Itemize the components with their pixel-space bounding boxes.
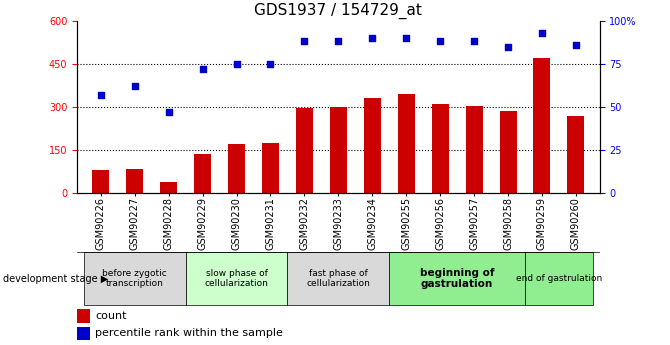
Title: GDS1937 / 154729_at: GDS1937 / 154729_at [255, 3, 422, 19]
Point [401, 35, 411, 41]
Bar [262, 143, 279, 193]
Bar [431, 104, 449, 193]
Point [299, 39, 310, 44]
Bar [228, 144, 245, 193]
Text: before zygotic
transcription: before zygotic transcription [103, 269, 167, 288]
Point [129, 83, 140, 89]
Point [537, 30, 547, 36]
Text: fast phase of
cellularization: fast phase of cellularization [306, 269, 371, 288]
Text: count: count [95, 311, 127, 321]
Bar [287, 252, 389, 305]
Text: development stage ▶: development stage ▶ [3, 274, 109, 284]
Bar [567, 116, 584, 193]
Point [163, 109, 174, 115]
Bar [160, 182, 177, 193]
Bar [92, 170, 109, 193]
Point [469, 39, 480, 44]
Text: slow phase of
cellularization: slow phase of cellularization [204, 269, 269, 288]
Bar [466, 106, 482, 193]
Text: beginning of
gastrulation: beginning of gastrulation [420, 268, 494, 289]
Bar [84, 252, 186, 305]
Bar [398, 94, 415, 193]
Text: percentile rank within the sample: percentile rank within the sample [95, 328, 283, 338]
Bar [500, 111, 517, 193]
Point [197, 66, 208, 72]
Bar [389, 252, 525, 305]
Bar [126, 169, 143, 193]
Bar [77, 309, 90, 323]
Bar [533, 58, 551, 193]
Point [265, 61, 276, 67]
Text: end of gastrulation: end of gastrulation [516, 274, 602, 283]
Point [231, 61, 242, 67]
Point [367, 35, 378, 41]
Bar [194, 155, 211, 193]
Bar [77, 327, 90, 340]
Bar [330, 107, 347, 193]
Point [333, 39, 344, 44]
Point [95, 92, 106, 98]
Point [435, 39, 446, 44]
Bar [296, 108, 313, 193]
Point [502, 44, 513, 49]
Bar [364, 98, 381, 193]
Bar [186, 252, 287, 305]
Point [571, 42, 582, 48]
Bar [525, 252, 593, 305]
